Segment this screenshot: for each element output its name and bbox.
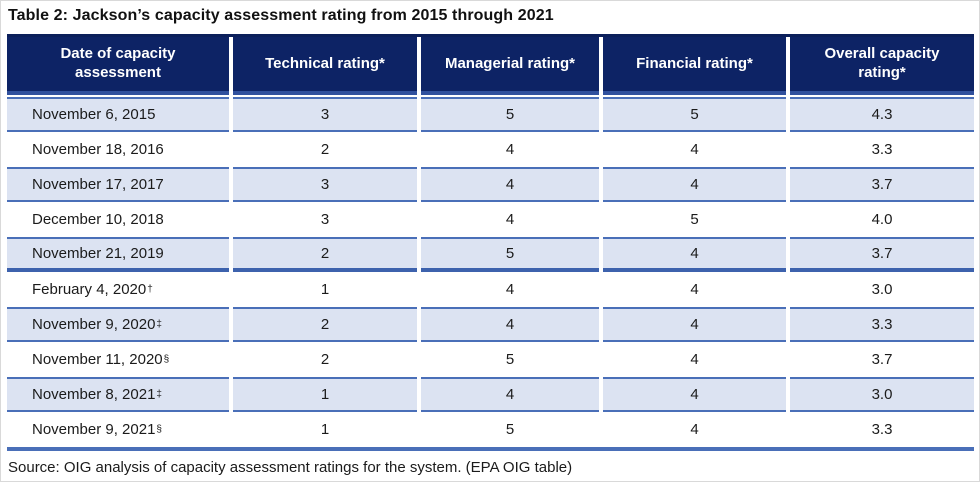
managerial-rating-cell: 5 (421, 237, 599, 272)
overall-rating-cell: 3.0 (790, 377, 974, 412)
financial-rating-cell: 5 (603, 97, 786, 132)
table-row: December 10, 2018 3 4 5 4.0 (7, 202, 974, 237)
date-cell: November 9, 2020 ‡ (7, 307, 229, 342)
financial-rating-cell: 4 (603, 307, 786, 342)
column-header-date: Date of capacity assessment (7, 37, 229, 95)
date-cell: December 10, 2018 (7, 202, 229, 237)
table-header-row: Date of capacity assessment Technical ra… (7, 37, 974, 95)
overall-rating-cell: 4.0 (790, 202, 974, 237)
date-cell: November 8, 2021 ‡ (7, 377, 229, 412)
financial-rating-cell: 4 (603, 377, 786, 412)
table-row: November 6, 2015 3 5 5 4.3 (7, 97, 974, 132)
source-note: Source: OIG analysis of capacity assessm… (8, 459, 573, 476)
column-header-managerial: Managerial rating* (421, 37, 599, 95)
table-body: November 6, 2015 3 5 5 4.3 November 18, 2016 2… (7, 97, 974, 447)
overall-rating-cell: 3.3 (790, 412, 974, 447)
overall-rating-cell: 3.7 (790, 237, 974, 272)
technical-rating-cell: 3 (233, 97, 417, 132)
technical-rating-cell: 2 (233, 237, 417, 272)
managerial-rating-cell: 4 (421, 272, 599, 307)
managerial-rating-cell: 4 (421, 132, 599, 167)
overall-rating-cell: 3.3 (790, 307, 974, 342)
capacity-assessment-table: Date of capacity assessment Technical ra… (7, 34, 974, 451)
table-row: November 8, 2021 ‡ 1 4 4 3.0 (7, 377, 974, 412)
technical-rating-cell: 3 (233, 202, 417, 237)
table-row: November 17, 2017 3 4 4 3.7 (7, 167, 974, 202)
date-cell: November 17, 2017 (7, 167, 229, 202)
financial-rating-cell: 4 (603, 132, 786, 167)
table-top-border (7, 34, 974, 37)
table-title: Table 2: Jackson’s capacity assessment r… (8, 7, 554, 24)
managerial-rating-cell: 4 (421, 307, 599, 342)
financial-rating-cell: 5 (603, 202, 786, 237)
technical-rating-cell: 2 (233, 132, 417, 167)
date-cell: November 21, 2019 (7, 237, 229, 272)
technical-rating-cell: 1 (233, 412, 417, 447)
table-row: November 9, 2020 ‡ 2 4 4 3.3 (7, 307, 974, 342)
date-cell: November 18, 2016 (7, 132, 229, 167)
table-row: November 9, 2021 § 1 5 4 3.3 (7, 412, 974, 447)
table-row: November 18, 2016 2 4 4 3.3 (7, 132, 974, 167)
managerial-rating-cell: 4 (421, 202, 599, 237)
column-header-financial: Financial rating* (603, 37, 786, 95)
date-cell: November 6, 2015 (7, 97, 229, 132)
managerial-rating-cell: 4 (421, 167, 599, 202)
managerial-rating-cell: 5 (421, 97, 599, 132)
column-header-technical: Technical rating* (233, 37, 417, 95)
financial-rating-cell: 4 (603, 342, 786, 377)
column-header-overall: Overall capacity rating* (790, 37, 974, 95)
financial-rating-cell: 4 (603, 167, 786, 202)
overall-rating-cell: 3.3 (790, 132, 974, 167)
overall-rating-cell: 3.0 (790, 272, 974, 307)
table-row: November 21, 2019 2 5 4 3.7 (7, 237, 974, 272)
technical-rating-cell: 3 (233, 167, 417, 202)
financial-rating-cell: 4 (603, 237, 786, 272)
managerial-rating-cell: 4 (421, 377, 599, 412)
overall-rating-cell: 4.3 (790, 97, 974, 132)
date-cell: November 11, 2020 § (7, 342, 229, 377)
technical-rating-cell: 1 (233, 272, 417, 307)
date-cell: February 4, 2020 † (7, 272, 229, 307)
technical-rating-cell: 1 (233, 377, 417, 412)
table-bottom-border (7, 447, 974, 451)
managerial-rating-cell: 5 (421, 412, 599, 447)
technical-rating-cell: 2 (233, 342, 417, 377)
managerial-rating-cell: 5 (421, 342, 599, 377)
overall-rating-cell: 3.7 (790, 342, 974, 377)
technical-rating-cell: 2 (233, 307, 417, 342)
table-row: November 11, 2020 § 2 5 4 3.7 (7, 342, 974, 377)
financial-rating-cell: 4 (603, 272, 786, 307)
financial-rating-cell: 4 (603, 412, 786, 447)
header-body-gap (7, 95, 974, 97)
date-cell: November 9, 2021 § (7, 412, 229, 447)
overall-rating-cell: 3.7 (790, 167, 974, 202)
table-row: February 4, 2020 † 1 4 4 3.0 (7, 272, 974, 307)
